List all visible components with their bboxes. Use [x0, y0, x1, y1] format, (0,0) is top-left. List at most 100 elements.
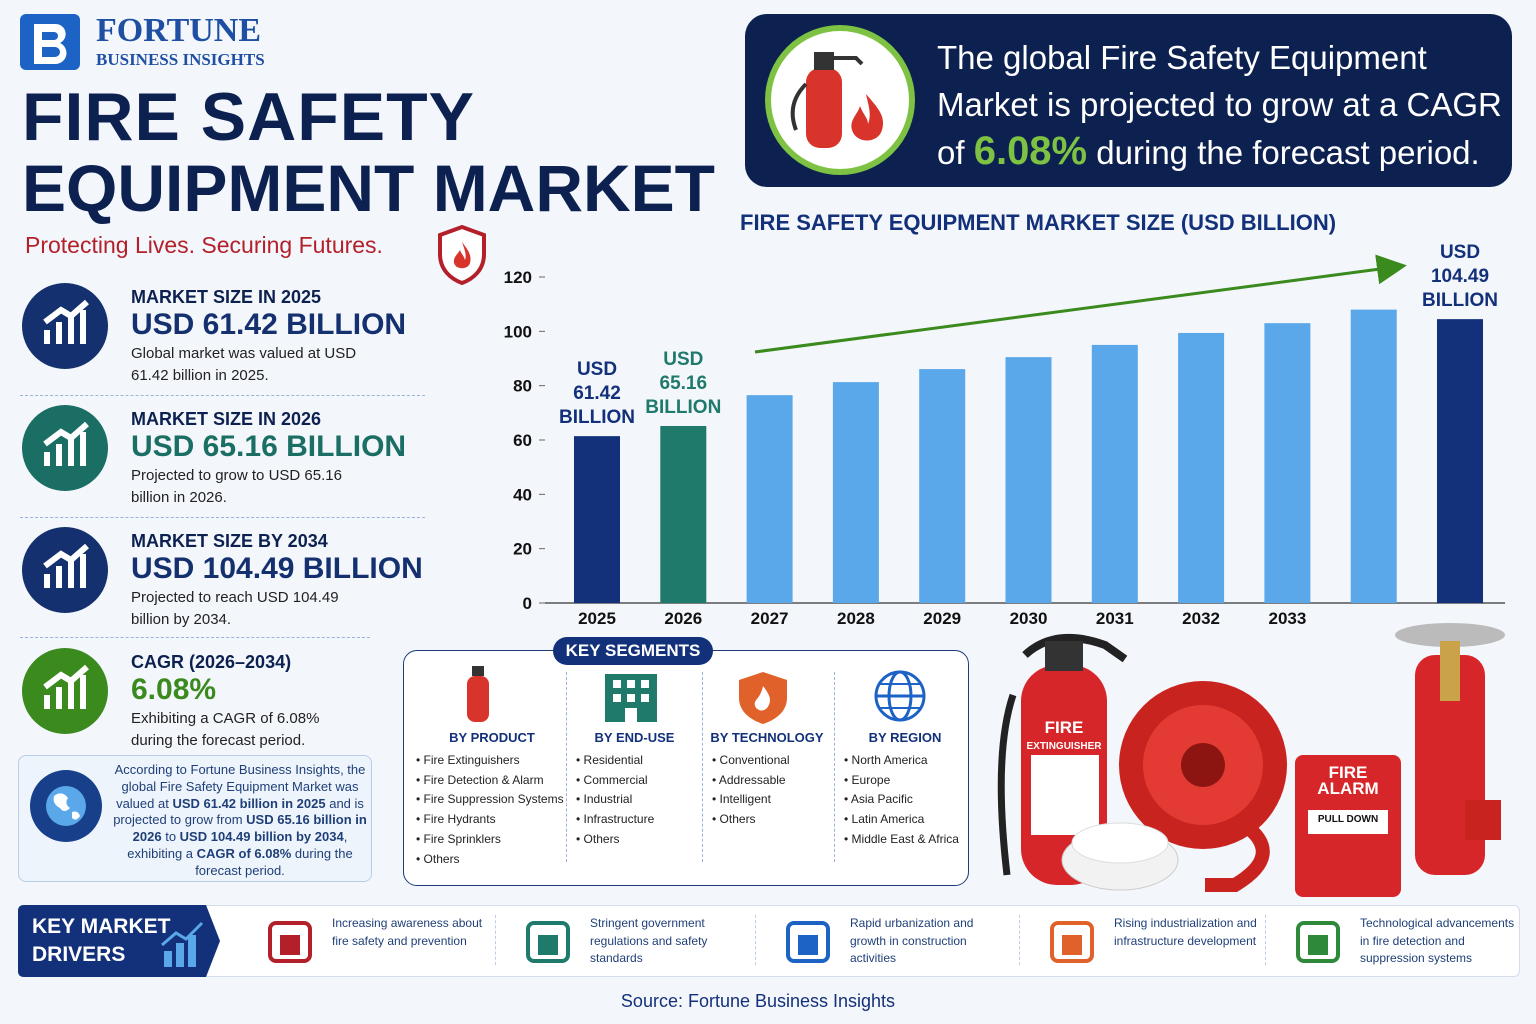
driver-icon — [1050, 921, 1094, 963]
bullet: • — [844, 812, 852, 827]
bar — [1005, 357, 1052, 603]
title-line: EQUIPMENT MARKET — [22, 151, 715, 225]
banner-icon — [765, 25, 915, 175]
segment-item-text: Fire Extinguishers — [423, 753, 520, 767]
banner-text-part: The global Fire Safety Equipment Market … — [937, 39, 1502, 171]
segment-item-text: Fire Sprinklers — [423, 831, 501, 846]
bullet: • — [416, 812, 424, 827]
drivers-tab — [18, 905, 220, 977]
x-tick-label: 2032 — [1182, 609, 1220, 628]
stat-desc: Projected to reach USD 104.49 billion by… — [131, 589, 339, 628]
segment-title: BY PRODUCT — [449, 730, 535, 745]
stat-icon — [22, 527, 108, 613]
about-part: CAGR of 6.08% — [196, 845, 292, 861]
bar — [574, 436, 620, 603]
separator — [20, 395, 425, 396]
driver-icon — [786, 921, 830, 963]
driver-text: Rising industrialization and infrastruct… — [1114, 916, 1257, 948]
stat-icon — [22, 648, 108, 734]
icon-shape — [526, 921, 570, 963]
icon-circle — [22, 283, 108, 369]
y-tick-label: 60 — [513, 431, 532, 450]
segment-title: BY REGION — [868, 730, 942, 745]
segment-icons — [467, 666, 787, 724]
y-tick-label: 120 — [504, 268, 532, 287]
bullet: • — [712, 753, 720, 767]
segment-divider — [834, 672, 835, 862]
bar — [919, 369, 966, 603]
source: Source: Fortune Business Insights — [620, 991, 896, 1011]
segment-item: • Industrial — [576, 792, 632, 806]
bar — [1178, 332, 1225, 603]
bullet: • — [576, 753, 584, 767]
driver-icon — [1296, 921, 1340, 963]
segment-item: • Fire Detection & Alarm — [416, 773, 544, 787]
icon-glyph — [43, 664, 89, 709]
segment-item-text: Commercial — [583, 772, 648, 787]
segment-item-text: Fire Suppression Systems — [423, 792, 564, 807]
segment-item: • Middle East & Africa — [844, 832, 959, 846]
x-tick-label: 2030 — [1010, 609, 1048, 628]
bullet: • — [844, 753, 852, 767]
driver-text: Technological advancements in fire detec… — [1360, 916, 1515, 965]
stat-desc: Global market was valued at USD 61.42 bi… — [131, 345, 357, 384]
chart-svg: 0 20 40 60 80 100 120 2025 2026 2027 2028 2029 2030 2… — [504, 254, 1505, 628]
segment-item: • Residential — [576, 753, 643, 767]
illustration-label: PULL DOWN — [1318, 814, 1378, 825]
bullet: • — [416, 753, 424, 767]
x-tick-label: 2026 — [664, 609, 702, 628]
y-tick-label: 80 — [513, 377, 532, 396]
x-tick-label: 2025 — [578, 609, 616, 628]
segment-title: BY END-USE — [594, 730, 675, 745]
icon-shape — [538, 935, 558, 955]
driver-icon — [526, 921, 570, 963]
bar — [746, 395, 793, 603]
segment-item: • Others — [712, 812, 756, 826]
segment-item: • Fire Sprinklers — [416, 832, 501, 846]
about-part: , exhibiting a — [127, 829, 348, 861]
bar — [1264, 323, 1311, 603]
icon-glyph — [43, 299, 89, 344]
stat-value: USD 104.49 BILLION — [131, 552, 423, 585]
icon-shape — [268, 921, 312, 963]
illustration-label: FIRE — [1045, 718, 1084, 737]
bullet: • — [576, 831, 584, 846]
driver-text: Rapid urbanization and growth in constru… — [850, 916, 974, 965]
y-tick-label: 20 — [513, 540, 532, 559]
value-label: USD 65.16 BILLION — [645, 348, 722, 418]
about-part: USD 104.49 billion by 2034 — [179, 829, 344, 845]
trend-arrow — [754, 254, 1407, 354]
stat-value: 6.08% — [131, 673, 217, 706]
bullet: • — [844, 772, 852, 787]
y-tick-label: 0 — [523, 594, 532, 613]
banner-text: The global Fire Safety Equipment Market … — [937, 34, 1507, 176]
x-tick-label: 2033 — [1268, 609, 1306, 628]
segment-item-text: Europe — [851, 772, 891, 787]
segment-item: • Others — [576, 832, 620, 846]
about-part: USD 65.16 billion in 2026 — [132, 812, 367, 845]
stat-label: MARKET SIZE IN 2026 — [131, 409, 322, 429]
x-tick-label: 2027 — [751, 609, 789, 628]
icon-shape — [1062, 935, 1082, 955]
bullet: • — [416, 772, 424, 787]
stat-icon — [22, 405, 108, 491]
illustration-label: FIRE ALARM — [1317, 763, 1379, 798]
bullet: • — [576, 772, 584, 787]
segment-item-text: Addressable — [718, 772, 786, 787]
segment-title: BY TECHNOLOGY — [710, 730, 824, 745]
segment-item: • Infrastructure — [576, 812, 654, 826]
icon-circle — [22, 648, 108, 734]
segment-item-text: Middle East & Africa — [851, 831, 959, 846]
chart: 0 20 40 60 80 100 120 2025 2026 2027 2028 2029 2030 2… — [490, 242, 1520, 635]
segment-item-text: Others — [583, 831, 620, 846]
title-line: FIRE SAFETY — [22, 79, 476, 155]
about-part: According to Fortune Business Insights, … — [114, 762, 366, 811]
shield-icon — [438, 224, 486, 286]
icon-circle — [22, 405, 108, 491]
segment-item: • Asia Pacific — [844, 792, 913, 806]
segment-item-text: Intelligent — [719, 792, 771, 807]
bar — [1091, 344, 1138, 603]
globe-icon — [30, 770, 102, 842]
stat-value: USD 61.42 BILLION — [131, 308, 407, 341]
segment-item-text: Industrial — [583, 792, 633, 807]
